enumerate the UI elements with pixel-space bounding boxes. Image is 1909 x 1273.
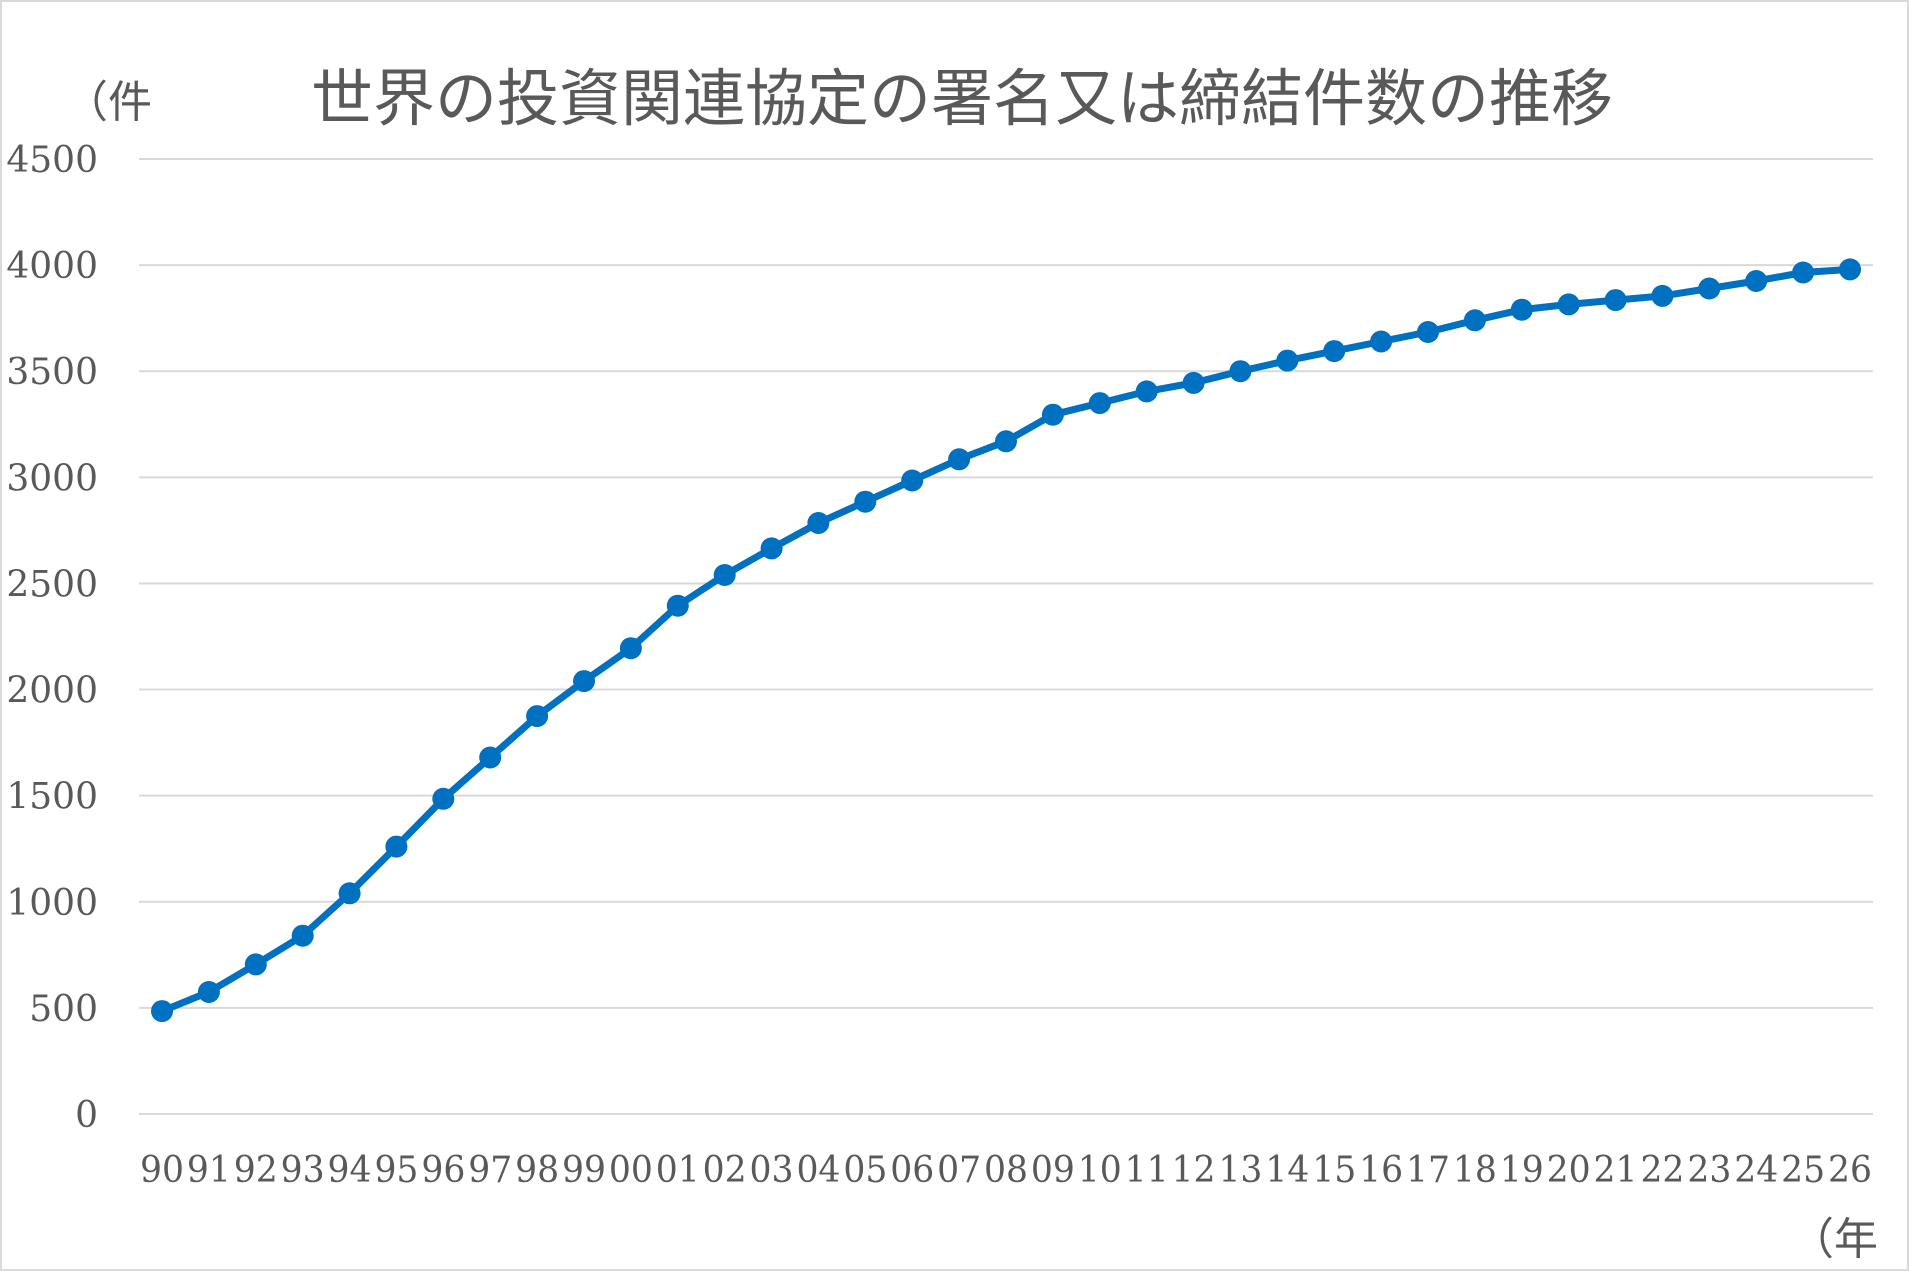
data-point-04: [807, 512, 830, 534]
x-tick-label: 05: [843, 1150, 887, 1191]
y-tick-label: 4000: [6, 246, 98, 287]
data-point-12: [1182, 371, 1205, 394]
data-point-13: [1229, 360, 1252, 383]
x-tick-label: 19: [1500, 1150, 1544, 1191]
x-tick-label: 24: [1734, 1150, 1778, 1191]
x-tick-label: 07: [937, 1150, 981, 1191]
x-tick-label: 98: [515, 1150, 559, 1191]
x-tick-label: 94: [328, 1150, 372, 1191]
x-tick-label: 95: [374, 1150, 418, 1191]
y-tick-label: 500: [29, 989, 98, 1030]
x-tick-label: 11: [1125, 1150, 1169, 1191]
y-tick-label: 1500: [6, 777, 98, 818]
x-tick-label: 10: [1078, 1150, 1122, 1191]
chart-title: 世界の投資関連協定の署名又は締結件数の推移: [311, 62, 1613, 135]
x-tick-label: 08: [984, 1150, 1028, 1191]
series-line: [158, 265, 1854, 1015]
data-point-91: [197, 981, 220, 1003]
x-tick-label: 01: [656, 1150, 700, 1191]
x-tick-label: 26: [1828, 1150, 1872, 1191]
x-tick-label: 03: [750, 1150, 794, 1191]
data-point-97: [479, 746, 502, 769]
y-tick-label: 3000: [6, 458, 98, 499]
x-tick-label: 22: [1640, 1150, 1684, 1191]
x-tick-label: 96: [421, 1150, 465, 1191]
data-point-24: [1745, 270, 1768, 292]
x-tick-label: 14: [1265, 1150, 1309, 1191]
data-point-09: [1041, 403, 1064, 426]
data-point-98: [526, 705, 549, 728]
data-point-15: [1323, 340, 1346, 363]
x-tick-label: 93: [281, 1150, 325, 1191]
x-tick-label: 21: [1594, 1150, 1638, 1191]
data-series: [151, 258, 1861, 1023]
x-tick-label: 20: [1547, 1150, 1591, 1191]
x-axis-tick-labels: 90 91 92 93 94 95 96 97 98 99 00 01 02 03 04 05 06 07 08 09…: [140, 1150, 1872, 1191]
x-tick-label: 06: [890, 1150, 934, 1191]
data-point-08: [995, 430, 1017, 453]
data-point-93: [291, 924, 314, 947]
y-tick-label: 0: [75, 1095, 98, 1136]
data-point-19: [1510, 298, 1533, 321]
data-point-20: [1557, 293, 1580, 316]
data-point-17: [1417, 321, 1439, 343]
grid-lines: [139, 158, 1873, 1115]
data-point-95: [385, 835, 408, 858]
data-point-99: [573, 670, 595, 693]
x-tick-label: 99: [562, 1150, 606, 1191]
y-tick-label: 2000: [6, 671, 98, 712]
data-point-03: [760, 537, 783, 560]
y-tick-label: 4500: [6, 140, 98, 181]
x-tick-label: 12: [1172, 1150, 1216, 1191]
y-tick-label: 3500: [6, 352, 98, 393]
data-point-11: [1135, 380, 1158, 403]
data-point-25: [1792, 261, 1815, 284]
data-point-94: [338, 882, 361, 905]
x-tick-label: 04: [796, 1150, 840, 1191]
x-tick-label: 09: [1031, 1150, 1075, 1191]
data-point-06: [901, 469, 924, 492]
x-tick-label: 17: [1406, 1150, 1450, 1191]
y-axis-unit-label: （件: [64, 77, 152, 128]
x-tick-label: 92: [234, 1150, 278, 1191]
data-point-07: [948, 448, 971, 471]
x-tick-label: 00: [609, 1150, 653, 1191]
x-axis-unit-label: （年: [1790, 1214, 1878, 1265]
data-point-14: [1276, 349, 1299, 372]
y-tick-label: 1000: [6, 883, 98, 924]
data-point-01: [666, 594, 689, 617]
data-point-92: [244, 953, 267, 976]
data-point-10: [1088, 392, 1111, 415]
x-tick-label: 18: [1453, 1150, 1497, 1191]
data-point-05: [854, 490, 877, 513]
data-point-26: [1839, 258, 1861, 281]
x-tick-label: 02: [703, 1150, 747, 1191]
y-tick-label: 2500: [6, 564, 98, 605]
data-point-90: [151, 1000, 173, 1023]
data-point-21: [1604, 289, 1627, 312]
x-tick-label: 13: [1218, 1150, 1262, 1191]
y-axis-tick-labels: 0 500 1000 1500 2000 2500 3000 3500 4000 4500: [6, 140, 98, 1136]
x-tick-label: 15: [1312, 1150, 1356, 1191]
x-tick-label: 91: [187, 1150, 231, 1191]
x-tick-label: 90: [140, 1150, 184, 1191]
data-point-00: [619, 637, 642, 660]
data-point-16: [1370, 330, 1393, 353]
x-tick-label: 25: [1781, 1150, 1825, 1191]
data-point-96: [432, 787, 455, 810]
data-point-23: [1698, 277, 1721, 300]
data-point-18: [1463, 309, 1486, 332]
x-tick-label: 97: [468, 1150, 512, 1191]
data-point-22: [1651, 284, 1674, 307]
data-point-02: [713, 564, 736, 586]
x-tick-label: 23: [1687, 1150, 1731, 1191]
x-tick-label: 16: [1359, 1150, 1403, 1191]
